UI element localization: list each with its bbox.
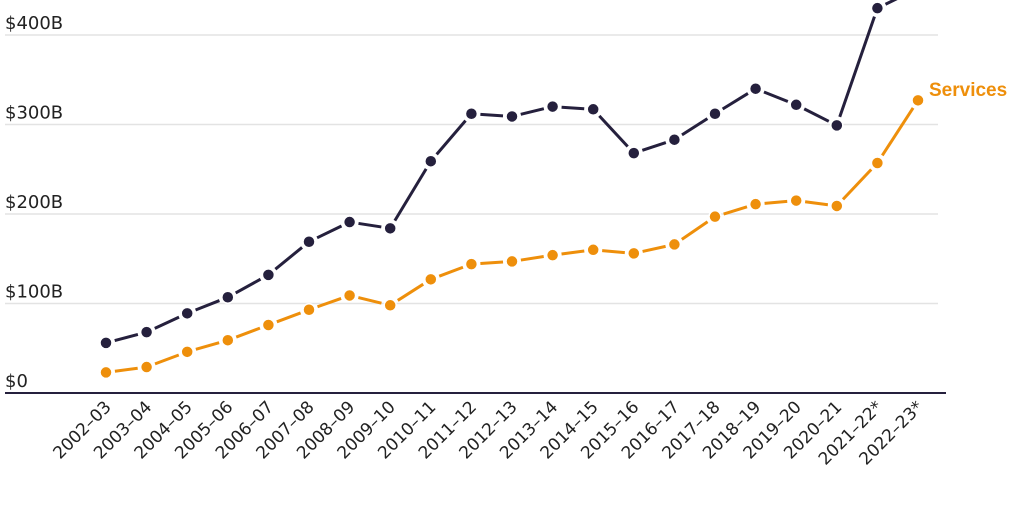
series-segment	[438, 265, 464, 278]
data-point	[667, 237, 682, 252]
data-point	[748, 197, 763, 211]
series-segment	[841, 168, 873, 201]
data-point	[180, 345, 194, 359]
data-point	[627, 146, 641, 160]
series-segment	[642, 244, 666, 253]
data-point	[302, 234, 316, 249]
series-segment	[195, 341, 220, 351]
series-segment	[602, 249, 625, 255]
series-segment	[393, 168, 428, 222]
y-axis-ticks: $0 $100B $200B $300B $400B	[5, 13, 63, 392]
series-segment	[480, 112, 504, 118]
data-point	[99, 365, 113, 380]
series-segment	[721, 92, 749, 111]
series-segment	[396, 282, 425, 302]
series-segment	[723, 205, 748, 216]
data-point	[139, 360, 154, 374]
data-point	[789, 98, 803, 112]
y-tick-label: $300B	[5, 103, 63, 124]
data-point	[830, 118, 844, 133]
data-point	[830, 199, 844, 213]
data-point	[302, 303, 316, 317]
data-point	[505, 109, 519, 124]
data-point	[545, 99, 560, 114]
data-point	[708, 107, 722, 121]
series-segment	[598, 114, 629, 148]
data-point	[342, 288, 357, 303]
data-point	[708, 209, 722, 224]
series-services	[99, 93, 925, 380]
data-point	[139, 325, 154, 339]
data-point	[464, 107, 479, 121]
data-point	[99, 336, 113, 350]
series-segment	[561, 105, 585, 111]
data-point	[424, 154, 438, 168]
series-segment	[435, 119, 467, 156]
y-tick-label: $100B	[5, 282, 63, 303]
series-segment	[680, 220, 709, 241]
series-segment	[681, 117, 709, 137]
series-segment	[235, 326, 261, 339]
series-segment	[803, 107, 830, 123]
series-segment	[274, 246, 303, 271]
data-point	[586, 243, 600, 257]
data-point	[748, 81, 763, 96]
data-point	[342, 215, 357, 229]
data-point	[911, 93, 925, 108]
data-point	[464, 257, 479, 271]
series-goods	[99, 0, 898, 350]
series-segment	[358, 221, 382, 229]
data-point	[261, 268, 276, 282]
series-segment	[357, 296, 382, 305]
series-segment	[764, 199, 788, 205]
y-tick-label: $0	[5, 371, 28, 392]
series-segment	[804, 200, 829, 207]
data-point	[261, 318, 276, 332]
series-segment	[316, 224, 343, 240]
series-segment	[234, 277, 262, 295]
series-segment	[316, 297, 342, 309]
data-point	[545, 248, 560, 262]
series-lines	[99, 0, 925, 380]
series-segment	[641, 141, 667, 152]
data-point	[180, 306, 194, 321]
y-tick-label: $400B	[5, 13, 63, 34]
series-segment	[114, 332, 139, 343]
series-segment	[154, 353, 180, 366]
data-point	[383, 298, 397, 313]
data-point	[586, 102, 600, 117]
series-segment	[520, 255, 544, 262]
services-series-label: Services	[929, 80, 1007, 101]
gridlines	[5, 34, 938, 305]
data-point	[870, 1, 885, 15]
series-segment	[114, 366, 138, 373]
data-point	[627, 246, 641, 261]
data-point	[221, 333, 235, 347]
data-point	[383, 221, 397, 236]
x-axis-ticks: 2002–032003–042004–052005–062006–072007–…	[49, 397, 927, 469]
data-point	[667, 132, 682, 147]
series-segment	[195, 299, 220, 312]
series-segment	[838, 16, 876, 118]
series-segment	[561, 249, 585, 256]
series-segment	[881, 107, 915, 157]
data-point	[221, 290, 235, 304]
data-point	[789, 193, 803, 208]
series-segment	[520, 107, 545, 116]
series-segment	[154, 315, 180, 330]
data-point	[505, 254, 519, 269]
y-tick-label: $200B	[5, 192, 63, 213]
data-point	[870, 156, 885, 170]
series-segment	[884, 0, 898, 6]
series-segment	[276, 311, 302, 324]
data-point	[424, 272, 438, 287]
series-segment	[480, 260, 504, 266]
series-segment	[763, 90, 789, 103]
